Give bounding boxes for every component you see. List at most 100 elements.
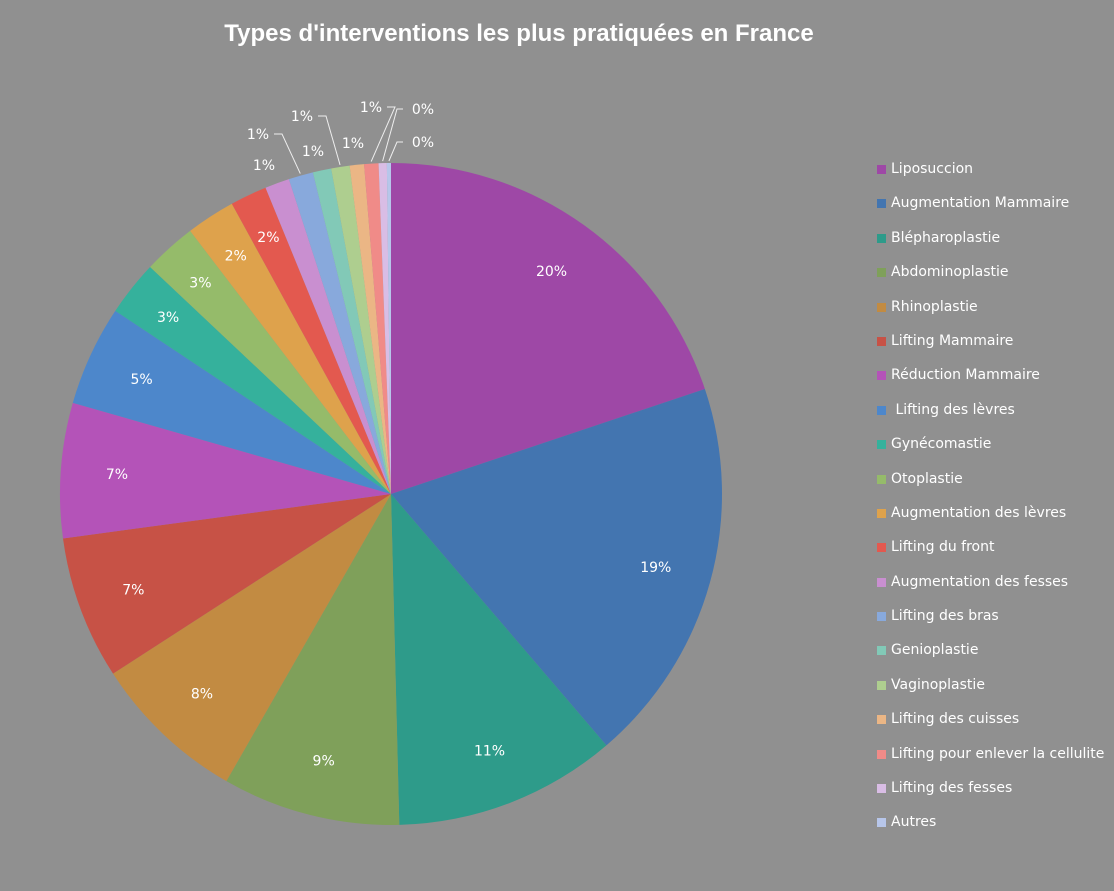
legend-swatch [877,474,886,484]
pie-slice-7 [72,310,391,494]
legend-item: Rhinoplastie [877,299,1104,333]
data-label: 7% [106,467,128,483]
data-label: 11% [474,743,505,759]
data-label: 0% [412,102,434,118]
legend-swatch [877,646,886,656]
legend-swatch [877,680,886,690]
legend-item: Vaginoplastie [877,677,1104,711]
data-label: 1% [302,144,324,160]
data-label: 1% [342,136,364,152]
legend-item: Augmentation Mammaire [877,195,1104,229]
legend-item: Lifting Mammaire [877,333,1104,367]
legend-swatch [877,543,886,553]
legend-label: Augmentation Mammaire [891,195,1070,212]
pie-slice-5 [63,494,391,674]
legend-label: Augmentation des lèvres [891,504,1067,521]
legend-item: Abdominoplastie [877,264,1104,298]
legend-item: Lifting du front [877,539,1104,573]
pie-slice-15 [331,165,391,494]
legend-swatch [877,749,886,759]
data-label: 2% [225,248,247,264]
data-label: 2% [257,230,279,246]
leader-line [318,115,341,166]
legend-item: Augmentation des lèvres [877,505,1104,539]
legend-swatch [877,165,886,174]
data-label: 8% [191,686,213,702]
data-label: 1% [360,100,382,116]
data-label: 1% [253,158,275,174]
data-label: 20% [536,264,567,280]
legend-swatch [877,508,886,518]
legend: Liposuccion Augmentation Mammaire Blépharo… [877,161,1104,849]
legend-label: Lifting pour enlever la cellulite [891,745,1105,762]
data-label: 3% [189,276,211,292]
legend-label: Autres [891,814,937,831]
data-label: 7% [122,582,144,598]
pie-slice-6 [60,402,392,539]
legend-item: Lifting des fesses [877,780,1104,814]
legend-label: Blépharoplastie [891,229,1001,246]
legend-swatch [877,784,886,794]
legend-item: Genioplastie [877,642,1104,676]
legend-label: Liposuccion [891,161,974,177]
pie-slice-14 [312,168,391,495]
legend-item: Augmentation des fesses [877,574,1104,608]
data-label: 1% [247,127,269,143]
data-label: 5% [130,372,152,388]
legend-swatch [877,371,886,381]
pie-slice-10 [190,203,391,494]
legend-swatch [877,577,886,587]
legend-label: Lifting des cuisses [891,711,1020,728]
pie-slice-11 [231,187,391,495]
pie-slice-0 [391,163,705,494]
legend-swatch [877,302,886,312]
legend-item: Liposuccion [877,161,1104,195]
legend-label: Lifting du front [891,539,995,556]
legend-swatch [877,715,886,725]
legend-swatch [877,199,886,209]
data-label: 3% [157,310,179,326]
legend-label: Vaginoplastie [891,676,985,693]
pie-slice-19 [386,163,391,494]
legend-item: Lifting pour enlever la cellulite [877,746,1104,780]
legend-label: Augmentation des fesses [891,573,1069,590]
legend-item: Blépharoplastie [877,230,1104,264]
legend-label: Rhinoplastie [891,298,978,315]
leader-line [370,106,396,162]
leader-line [388,141,403,162]
legend-swatch [877,268,886,278]
pie-slice-1 [391,388,723,746]
legend-label: Lifting des lèvres [891,401,1015,418]
legend-label: Gynécomastie [891,436,992,453]
pie-slice-4 [113,494,391,782]
legend-swatch [877,818,886,828]
chart-title: Types d'interventions les plus pratiquée… [224,20,814,47]
legend-swatch [877,405,886,415]
pie-slice-3 [226,494,400,825]
pie-slice-2 [391,494,607,825]
pie-slice-17 [364,163,391,494]
legend-label: Lifting des fesses [891,780,1013,797]
leader-line [274,133,301,174]
pie-slice-16 [349,164,391,494]
legend-label: Lifting des bras [891,608,999,625]
pie-slice-9 [150,230,391,494]
legend-item: Otoplastie [877,471,1104,505]
pie-slice-18 [378,163,391,494]
legend-label: Réduction Mammaire [891,367,1040,384]
legend-item: Lifting des bras [877,608,1104,642]
pie-slice-12 [265,179,391,494]
pie-slice-13 [288,172,391,494]
legend-swatch [877,233,886,243]
data-label: 19% [640,560,671,576]
legend-item: Autres [877,814,1104,848]
legend-label: Abdominoplastie [891,264,1009,281]
legend-item: Lifting des cuisses [877,711,1104,745]
legend-label: Lifting Mammaire [891,332,1014,349]
legend-item: Gynécomastie [877,436,1104,470]
pie-slice-8 [115,267,392,494]
data-label: 9% [313,753,335,769]
legend-swatch [877,612,886,622]
leader-line [382,108,403,162]
legend-label: Otoplastie [891,470,963,487]
